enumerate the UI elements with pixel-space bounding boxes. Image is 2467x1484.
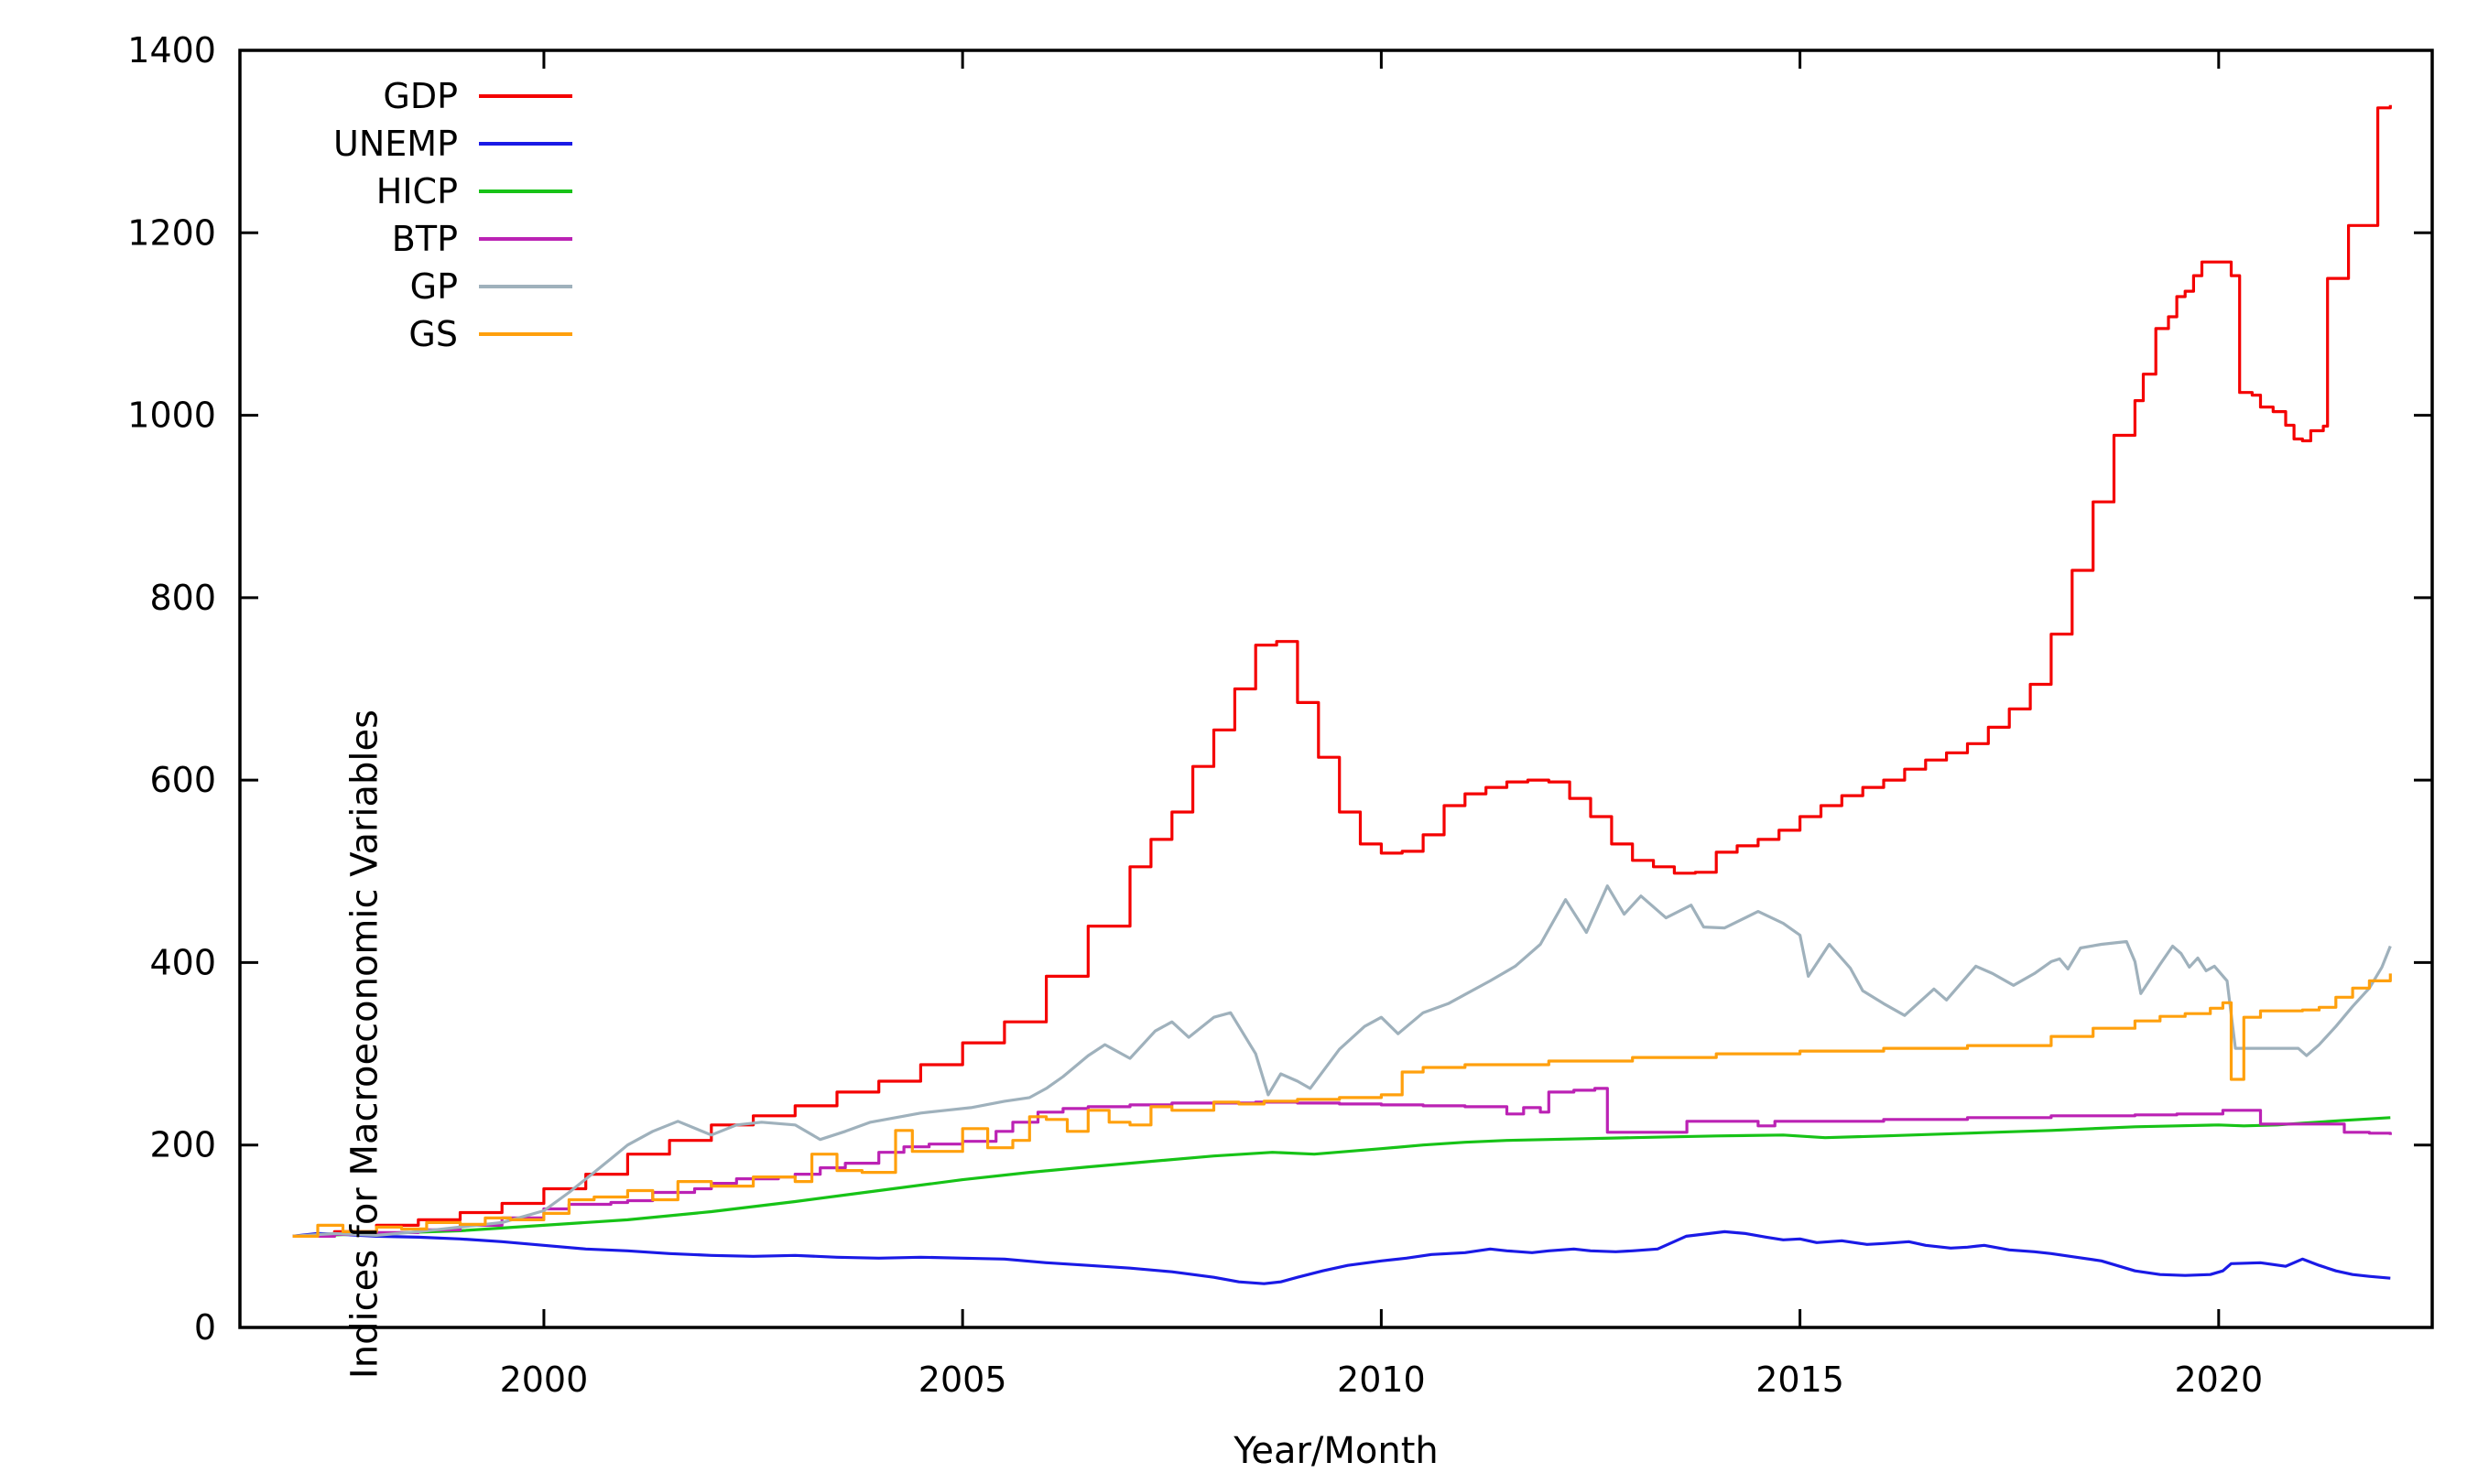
legend-entry-gdp: GDP (383, 76, 572, 116)
y-tick-label: 1200 (127, 212, 216, 253)
legend-entry-gp: GP (410, 266, 572, 307)
y-tick-label: 800 (149, 578, 216, 618)
y-tick-label: 0 (194, 1307, 216, 1348)
legend-label-gdp: GDP (383, 76, 458, 116)
legend-label-gs: GS (408, 314, 458, 354)
plot-border (238, 49, 2434, 1329)
legend-entry-hicp: HICP (376, 171, 572, 211)
x-tick-label: 2020 (2174, 1359, 2263, 1400)
legend-entry-unemp: UNEMP (333, 124, 572, 164)
legend-entry-btp: BTP (392, 219, 572, 259)
y-axis-title: Indices for Macroeconomic Variables (343, 710, 386, 1380)
y-tick-label: 200 (149, 1125, 216, 1165)
legend-label-btp: BTP (392, 219, 458, 259)
legend-label-gp: GP (410, 266, 458, 307)
series-line-unemp (292, 1229, 2391, 1285)
series-line-gs (292, 973, 2392, 1238)
x-tick-label: 2000 (500, 1359, 589, 1400)
x-tick-label: 2005 (918, 1359, 1007, 1400)
legend-entry-gs: GS (408, 314, 572, 354)
y-tick-label: 600 (149, 760, 216, 800)
series-line-gdp (292, 104, 2392, 1238)
x-axis-title: Year/Month (1234, 1430, 1439, 1472)
series-line-gp (292, 884, 2392, 1238)
y-tick-label: 1000 (127, 395, 216, 436)
y-tick-label: 400 (149, 942, 216, 982)
series-line-hicp (292, 1116, 2391, 1238)
x-tick-label: 2015 (1755, 1359, 1844, 1400)
legend-label-unemp: UNEMP (333, 124, 458, 164)
legend-label-hicp: HICP (376, 171, 458, 211)
x-tick-label: 2010 (1337, 1359, 1426, 1400)
y-tick-label: 1400 (127, 30, 216, 70)
